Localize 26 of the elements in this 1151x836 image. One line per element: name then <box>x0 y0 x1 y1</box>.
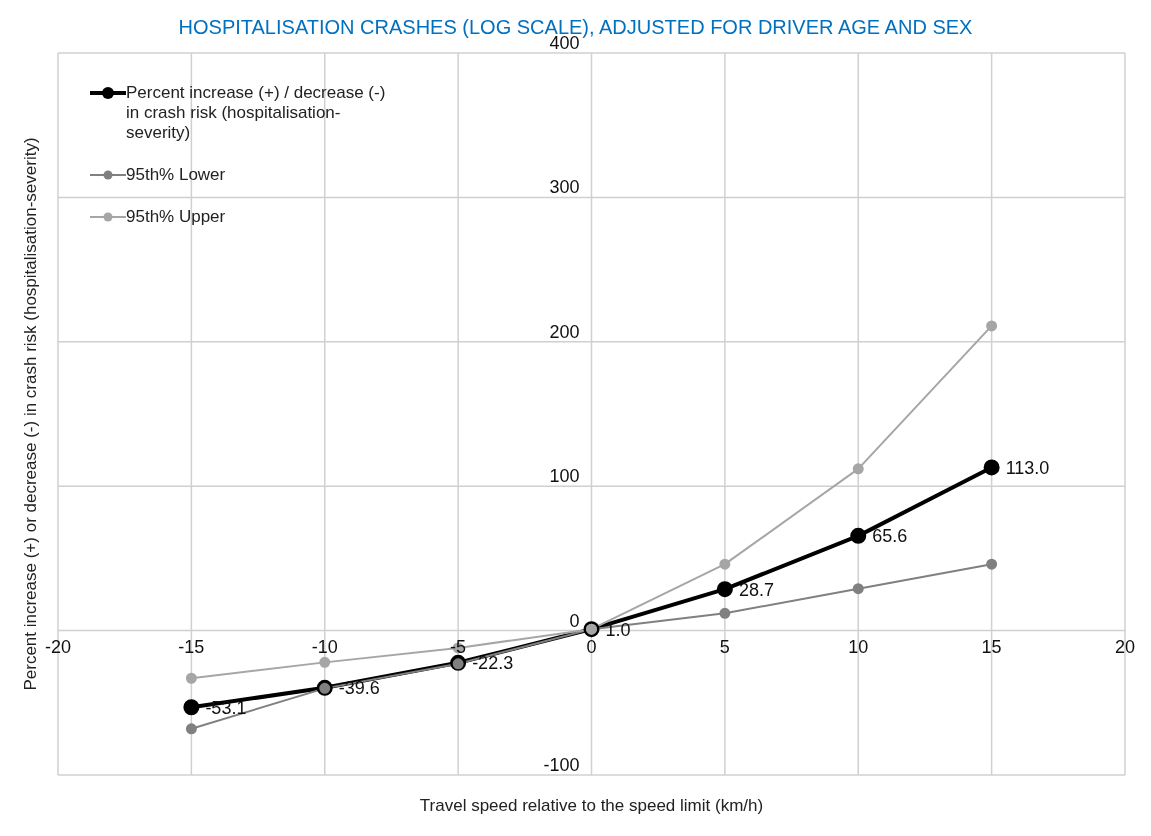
x-axis-title: Travel speed relative to the speed limit (km/h) <box>419 796 764 815</box>
legend-label: Percent increase (+) / decrease (-) in crash risk (hospitalisation-severity) <box>126 83 387 143</box>
data-label: 1.0 <box>605 619 631 640</box>
x-tick-label: -10 <box>311 636 338 657</box>
data-label: 113.0 <box>1005 457 1050 478</box>
data-label: 28.7 <box>738 579 774 600</box>
y-tick-label: 100 <box>549 466 580 487</box>
x-tick-label: -15 <box>178 636 205 657</box>
x-tick-label: 0 <box>586 636 597 657</box>
legend-label: 95th% Lower <box>126 165 226 185</box>
x-tick-label: -5 <box>450 636 467 657</box>
data-label: -22.3 <box>472 653 514 674</box>
x-tick-label: -20 <box>44 636 72 657</box>
y-tick-label: 0 <box>569 610 580 631</box>
x-tick-label: 10 <box>848 636 869 657</box>
x-tick-label: 15 <box>981 636 1002 657</box>
data-label: -53.1 <box>205 697 247 718</box>
y-tick-label: -100 <box>543 755 580 775</box>
y-tick-label: 300 <box>549 177 580 198</box>
legend-label: 95th% Upper <box>126 207 226 227</box>
data-label: -39.6 <box>338 678 380 699</box>
y-axis-title: Percent increase (+) or decrease (-) in crash risk (hospitalisation-severity) <box>21 137 41 691</box>
y-tick-label: 200 <box>549 321 580 342</box>
x-tick-label: 20 <box>1114 636 1136 657</box>
data-label: 65.6 <box>872 526 908 547</box>
x-tick-label: 5 <box>719 636 730 657</box>
